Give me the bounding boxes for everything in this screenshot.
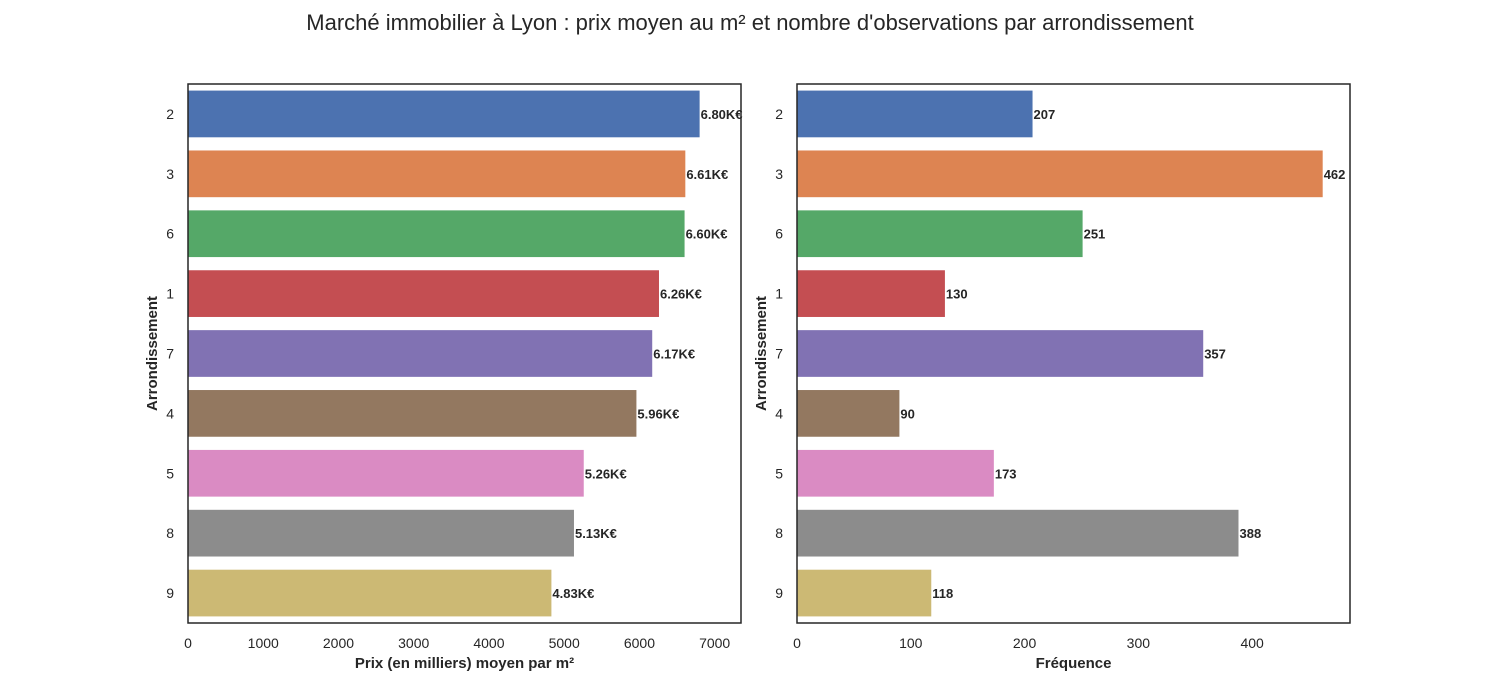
bar [188,390,637,437]
x-axis-title: Fréquence [1036,655,1112,672]
bar [188,150,686,198]
bar-data-label: 118 [932,586,953,601]
x-tick-label: 100 [899,635,923,651]
bar [188,210,685,258]
x-tick-label: 200 [1013,635,1037,651]
y-axis-title: Arrondissement [144,296,161,411]
y-tick-label: 1 [775,286,783,302]
bar [188,509,574,557]
bar-data-label: 90 [900,406,914,421]
y-tick-label: 5 [775,465,783,481]
chart-panel-1: 6.80K€ 2 6.61K€ 3 6.60K€ 6 6.26K€ 1 6.17K€ 7 5.96K… [144,83,743,672]
bar-data-label: 5.96K€ [637,406,679,421]
y-tick-label: 6 [775,226,783,242]
bar [797,150,1323,198]
x-tick-label: 3000 [398,635,429,651]
bar [797,449,994,497]
bar-data-label: 173 [995,466,1017,481]
y-tick-label: 5 [166,465,174,481]
bar-data-label: 6.60K€ [686,227,728,242]
x-tick-label: 1000 [248,635,279,651]
bar [188,270,659,317]
y-tick-label: 3 [775,166,783,182]
y-tick-label: 9 [775,585,783,601]
y-tick-label: 9 [166,585,174,601]
y-tick-label: 1 [166,286,174,302]
y-tick-label: 8 [166,525,174,541]
bar [188,90,700,138]
y-tick-label: 6 [166,226,174,242]
bar [797,509,1239,557]
bar [797,330,1204,377]
x-tick-label: 6000 [624,635,655,651]
bar-data-label: 6.17K€ [653,347,695,362]
y-tick-label: 4 [166,405,174,421]
plot-frame [187,83,742,624]
x-tick-label: 0 [793,635,801,651]
bar-data-label: 207 [1034,107,1056,122]
bar [797,90,1033,138]
bar-data-label: 251 [1084,227,1106,242]
chart-title: Marché immobilier à Lyon : prix moyen au… [306,10,1194,35]
bar [797,390,900,437]
bar-data-label: 5.26K€ [585,466,627,481]
bar-data-label: 5.13K€ [575,526,617,541]
bar-data-label: 388 [1239,526,1261,541]
bar-data-label: 6.61K€ [686,167,728,182]
bar [797,569,932,617]
bar [797,210,1083,258]
bar [188,449,584,497]
y-tick-label: 7 [166,346,174,362]
bar [188,569,552,617]
y-tick-label: 2 [775,106,783,122]
x-tick-label: 4000 [473,635,504,651]
x-tick-label: 400 [1240,635,1264,651]
y-tick-label: 4 [775,405,783,421]
x-axis-title: Prix (en milliers) moyen par m² [355,655,574,672]
bar-data-label: 6.80K€ [701,107,743,122]
x-tick-label: 300 [1127,635,1151,651]
bar-data-label: 462 [1324,167,1346,182]
bar-data-label: 130 [946,287,968,302]
y-tick-label: 2 [166,106,174,122]
y-axis-title: Arrondissement [753,296,770,411]
bar [188,330,653,377]
x-tick-label: 0 [184,635,192,651]
bar-data-label: 357 [1204,347,1226,362]
bar-data-label: 4.83K€ [552,586,594,601]
x-tick-label: 5000 [549,635,580,651]
bar-data-label: 6.26K€ [660,287,702,302]
x-tick-label: 7000 [699,635,730,651]
plot-frame [796,83,1351,624]
y-tick-label: 8 [775,525,783,541]
y-tick-label: 3 [166,166,174,182]
y-tick-label: 7 [775,346,783,362]
x-tick-label: 2000 [323,635,354,651]
bar [797,270,945,317]
